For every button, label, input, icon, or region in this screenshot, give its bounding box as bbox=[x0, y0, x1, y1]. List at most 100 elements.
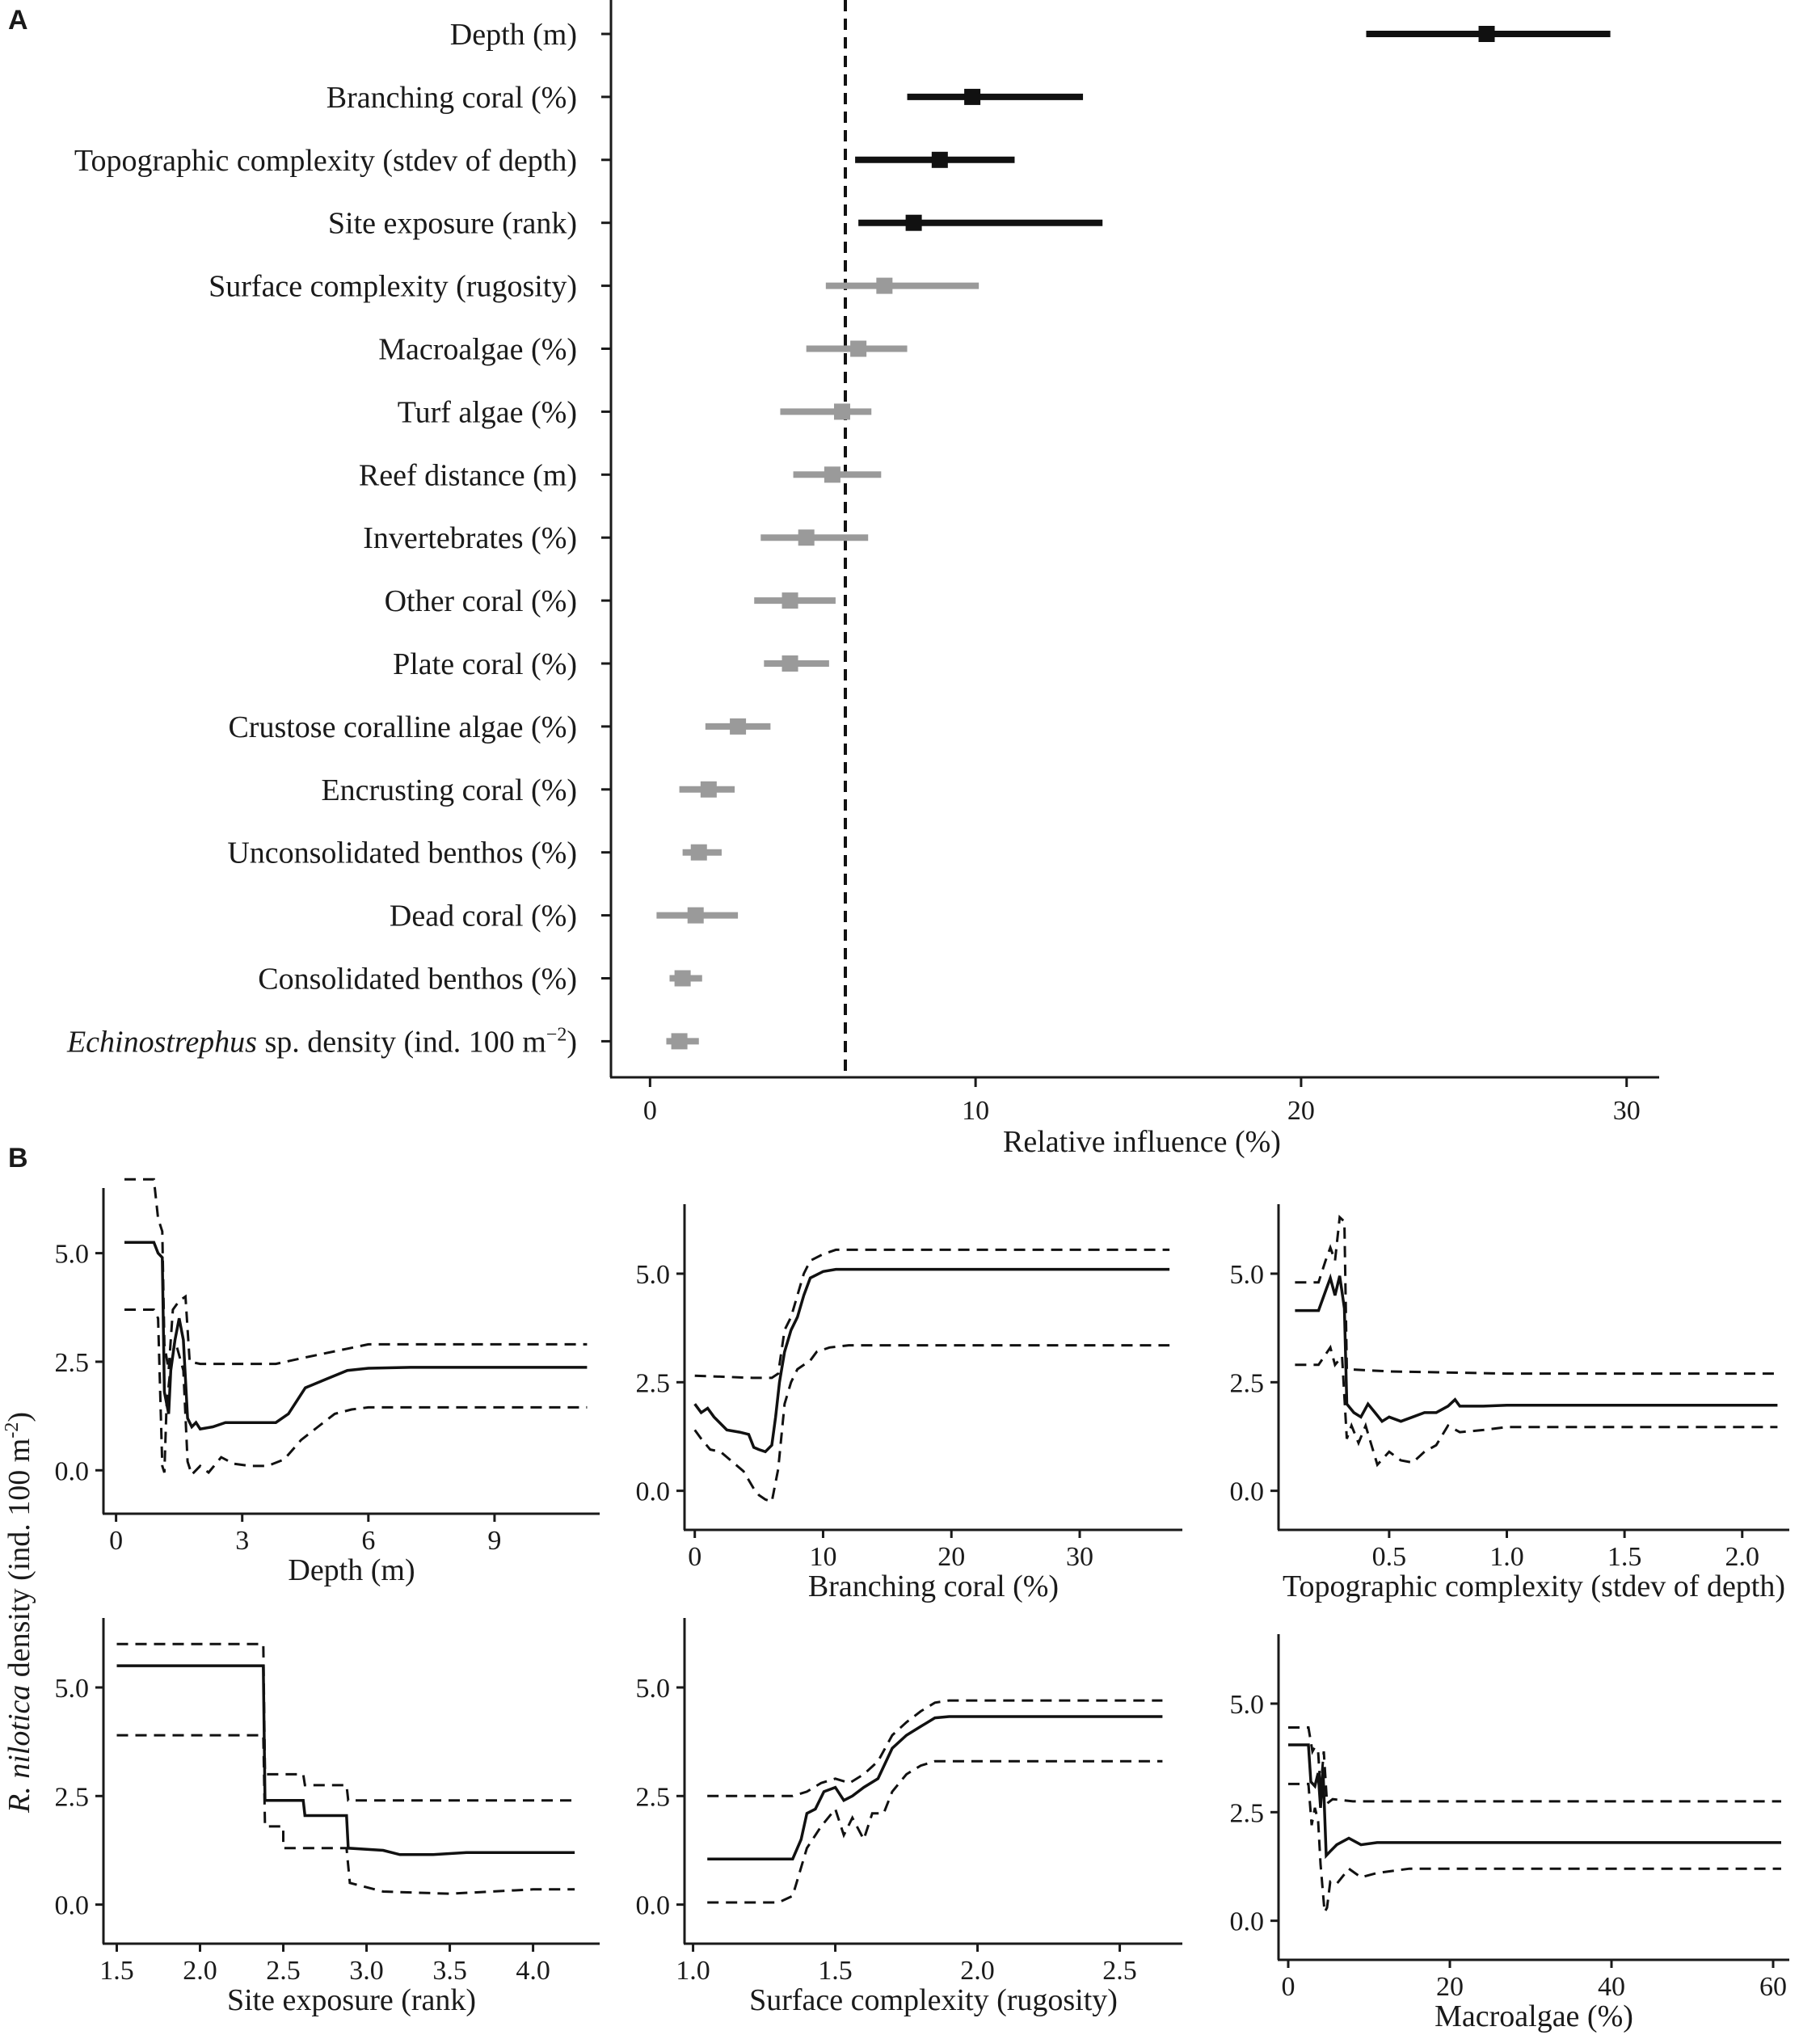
lower-bound-line bbox=[693, 1344, 1170, 1504]
y-tick-label-italic: Echinostrephus bbox=[66, 1025, 257, 1059]
x-tick-label: 3.0 bbox=[349, 1956, 384, 1986]
y-tick-label: Topographic complexity (stdev of depth) bbox=[74, 144, 577, 178]
upper-bound-line bbox=[116, 1642, 575, 1802]
influence-row: Other coral (%) bbox=[385, 584, 836, 618]
upper-bound-line bbox=[707, 1699, 1163, 1797]
pd-plot: 0.0 2.5 5.0 1.5 2.0 2.5 3.0 3.5 4.0 Site exposure… bbox=[55, 1618, 600, 2017]
upper-bound-line bbox=[124, 1178, 588, 1371]
y-tick-label: Unconsolidated benthos (%) bbox=[227, 836, 577, 870]
x-tick-label: 1.0 bbox=[676, 1956, 710, 1986]
mean-line bbox=[693, 1267, 1170, 1454]
x-tick-label: 1.5 bbox=[818, 1956, 853, 1986]
upper-bound-line bbox=[1295, 1214, 1778, 1376]
x-tick-label: 20 bbox=[1287, 1096, 1315, 1126]
y-tick-label: 5.0 bbox=[636, 1260, 671, 1290]
y-tick-label: 0.0 bbox=[55, 1891, 90, 1921]
influence-row: Invertebrates (%) bbox=[363, 521, 869, 555]
pd-plot: 0.0 2.5 5.0 0 20 40 60 Macroalgae (%) bbox=[1230, 1634, 1789, 2033]
influence-row: Branching coral (%) bbox=[327, 81, 1084, 115]
influence-row: Echinostrephus sp. density (ind. 100 m−2… bbox=[66, 1024, 699, 1059]
x-tick-label: 4.0 bbox=[516, 1956, 550, 1986]
influence-row: Site exposure (rank) bbox=[328, 207, 1103, 241]
y-tick-label: Consolidated benthos (%) bbox=[258, 963, 577, 996]
y-tick-label: 0.0 bbox=[636, 1477, 671, 1507]
lower-bound-line bbox=[1295, 1344, 1778, 1468]
influence-row: Surface complexity (rugosity) bbox=[209, 270, 980, 304]
y-tick-label: 5.0 bbox=[1230, 1690, 1265, 1720]
x-tick-label: 40 bbox=[1598, 1972, 1625, 2002]
x-tick-label: 30 bbox=[1066, 1542, 1093, 1572]
y-tick-label: 2.5 bbox=[1230, 1798, 1265, 1828]
y-tick-label: Macroalgae (%) bbox=[378, 333, 577, 367]
y-tick-label: Other coral (%) bbox=[385, 584, 577, 618]
x-tick-label: 0 bbox=[688, 1542, 701, 1572]
influence-point bbox=[850, 340, 867, 357]
influence-row: Crustose coralline algae (%) bbox=[228, 710, 771, 744]
y-tick-label: 0.0 bbox=[636, 1891, 671, 1921]
panel-label-b: B bbox=[8, 1143, 28, 1173]
x-axis-title: Surface complexity (rugosity) bbox=[749, 1983, 1118, 2017]
y-tick-label: Dead coral (%) bbox=[390, 900, 577, 933]
y-tick-label-text: sp. density (ind. 100 m bbox=[257, 1025, 546, 1059]
influence-point bbox=[700, 781, 717, 798]
y-tick-label: Plate coral (%) bbox=[393, 647, 577, 681]
mean-line bbox=[1295, 1273, 1778, 1423]
influence-row: Macroalgae (%) bbox=[378, 333, 908, 367]
x-axis-title: Site exposure (rank) bbox=[227, 1983, 476, 2017]
x-tick-label: 2.0 bbox=[183, 1956, 217, 1986]
influence-point bbox=[674, 970, 691, 987]
influence-point bbox=[931, 151, 948, 168]
y-tick-label: 5.0 bbox=[55, 1240, 90, 1270]
y-tick-label: 5.0 bbox=[55, 1674, 90, 1704]
x-tick-label: 1.0 bbox=[1489, 1542, 1524, 1572]
x-tick-label: 0 bbox=[643, 1096, 657, 1126]
x-tick-label: 30 bbox=[1613, 1096, 1641, 1126]
y-tick-label: Surface complexity (rugosity) bbox=[209, 270, 577, 304]
x-tick-label: 20 bbox=[1436, 1972, 1464, 2002]
y-tick-label-end: ) bbox=[567, 1025, 577, 1059]
influence-row: Dead coral (%) bbox=[390, 900, 739, 933]
influence-row: Depth (m) bbox=[450, 18, 1611, 52]
y-axis-title-sup: -2 bbox=[2, 1422, 23, 1439]
y-tick-label: 2.5 bbox=[636, 1782, 671, 1812]
influence-row: Turf algae (%) bbox=[398, 395, 872, 429]
x-axis-title: Macroalgae (%) bbox=[1435, 1999, 1633, 2033]
y-tick-label: 5.0 bbox=[636, 1674, 671, 1704]
y-tick-label: 0.0 bbox=[55, 1456, 90, 1486]
x-tick-label: 10 bbox=[962, 1096, 989, 1126]
pd-plot: 0.0 2.5 5.0 0 3 6 9 Depth (m) bbox=[55, 1178, 600, 1587]
x-tick-label: 3 bbox=[235, 1526, 249, 1556]
influence-point bbox=[782, 592, 798, 609]
mean-line bbox=[116, 1664, 575, 1856]
x-tick-label: 2.5 bbox=[266, 1956, 301, 1986]
influence-point bbox=[798, 529, 815, 546]
x-tick-label: 0 bbox=[109, 1526, 123, 1556]
lower-bound-line bbox=[1288, 1782, 1781, 1916]
mean-line bbox=[1288, 1743, 1781, 1860]
influence-point bbox=[824, 466, 840, 483]
x-tick-label: 2.0 bbox=[1725, 1542, 1760, 1572]
influence-row: Topographic complexity (stdev of depth) bbox=[74, 144, 1015, 178]
influence-point bbox=[687, 907, 704, 924]
partial-dependence-plots: R. nilotica density (ind. 100 m-2) 0.0 2.… bbox=[2, 1178, 1789, 2033]
y-axis-title-text: density (ind. 100 m bbox=[2, 1439, 36, 1685]
y-tick-label: 2.5 bbox=[55, 1782, 90, 1812]
lower-bound-line bbox=[124, 1308, 588, 1477]
influence-row: Encrusting coral (%) bbox=[321, 773, 735, 807]
y-tick-label: Branching coral (%) bbox=[327, 81, 577, 115]
x-tick-label: 0 bbox=[1282, 1972, 1295, 2002]
influence-point bbox=[876, 277, 893, 294]
x-tick-label: 3.5 bbox=[432, 1956, 467, 1986]
lower-bound-line bbox=[707, 1759, 1163, 1904]
relative-influence-chart: Depth (m) Branching coral (%) Topographic … bbox=[66, 0, 1659, 1159]
x-axis-title: Topographic complexity (stdev of depth) bbox=[1283, 1569, 1785, 1603]
y-tick-label: Site exposure (rank) bbox=[328, 207, 577, 241]
y-tick-label-sup: −2 bbox=[546, 1024, 567, 1045]
y-tick-label: 2.5 bbox=[636, 1368, 671, 1398]
y-axis-title-species: R. nilotica bbox=[2, 1685, 36, 1814]
mean-line bbox=[707, 1715, 1163, 1860]
x-tick-label: 2.5 bbox=[1102, 1956, 1137, 1986]
